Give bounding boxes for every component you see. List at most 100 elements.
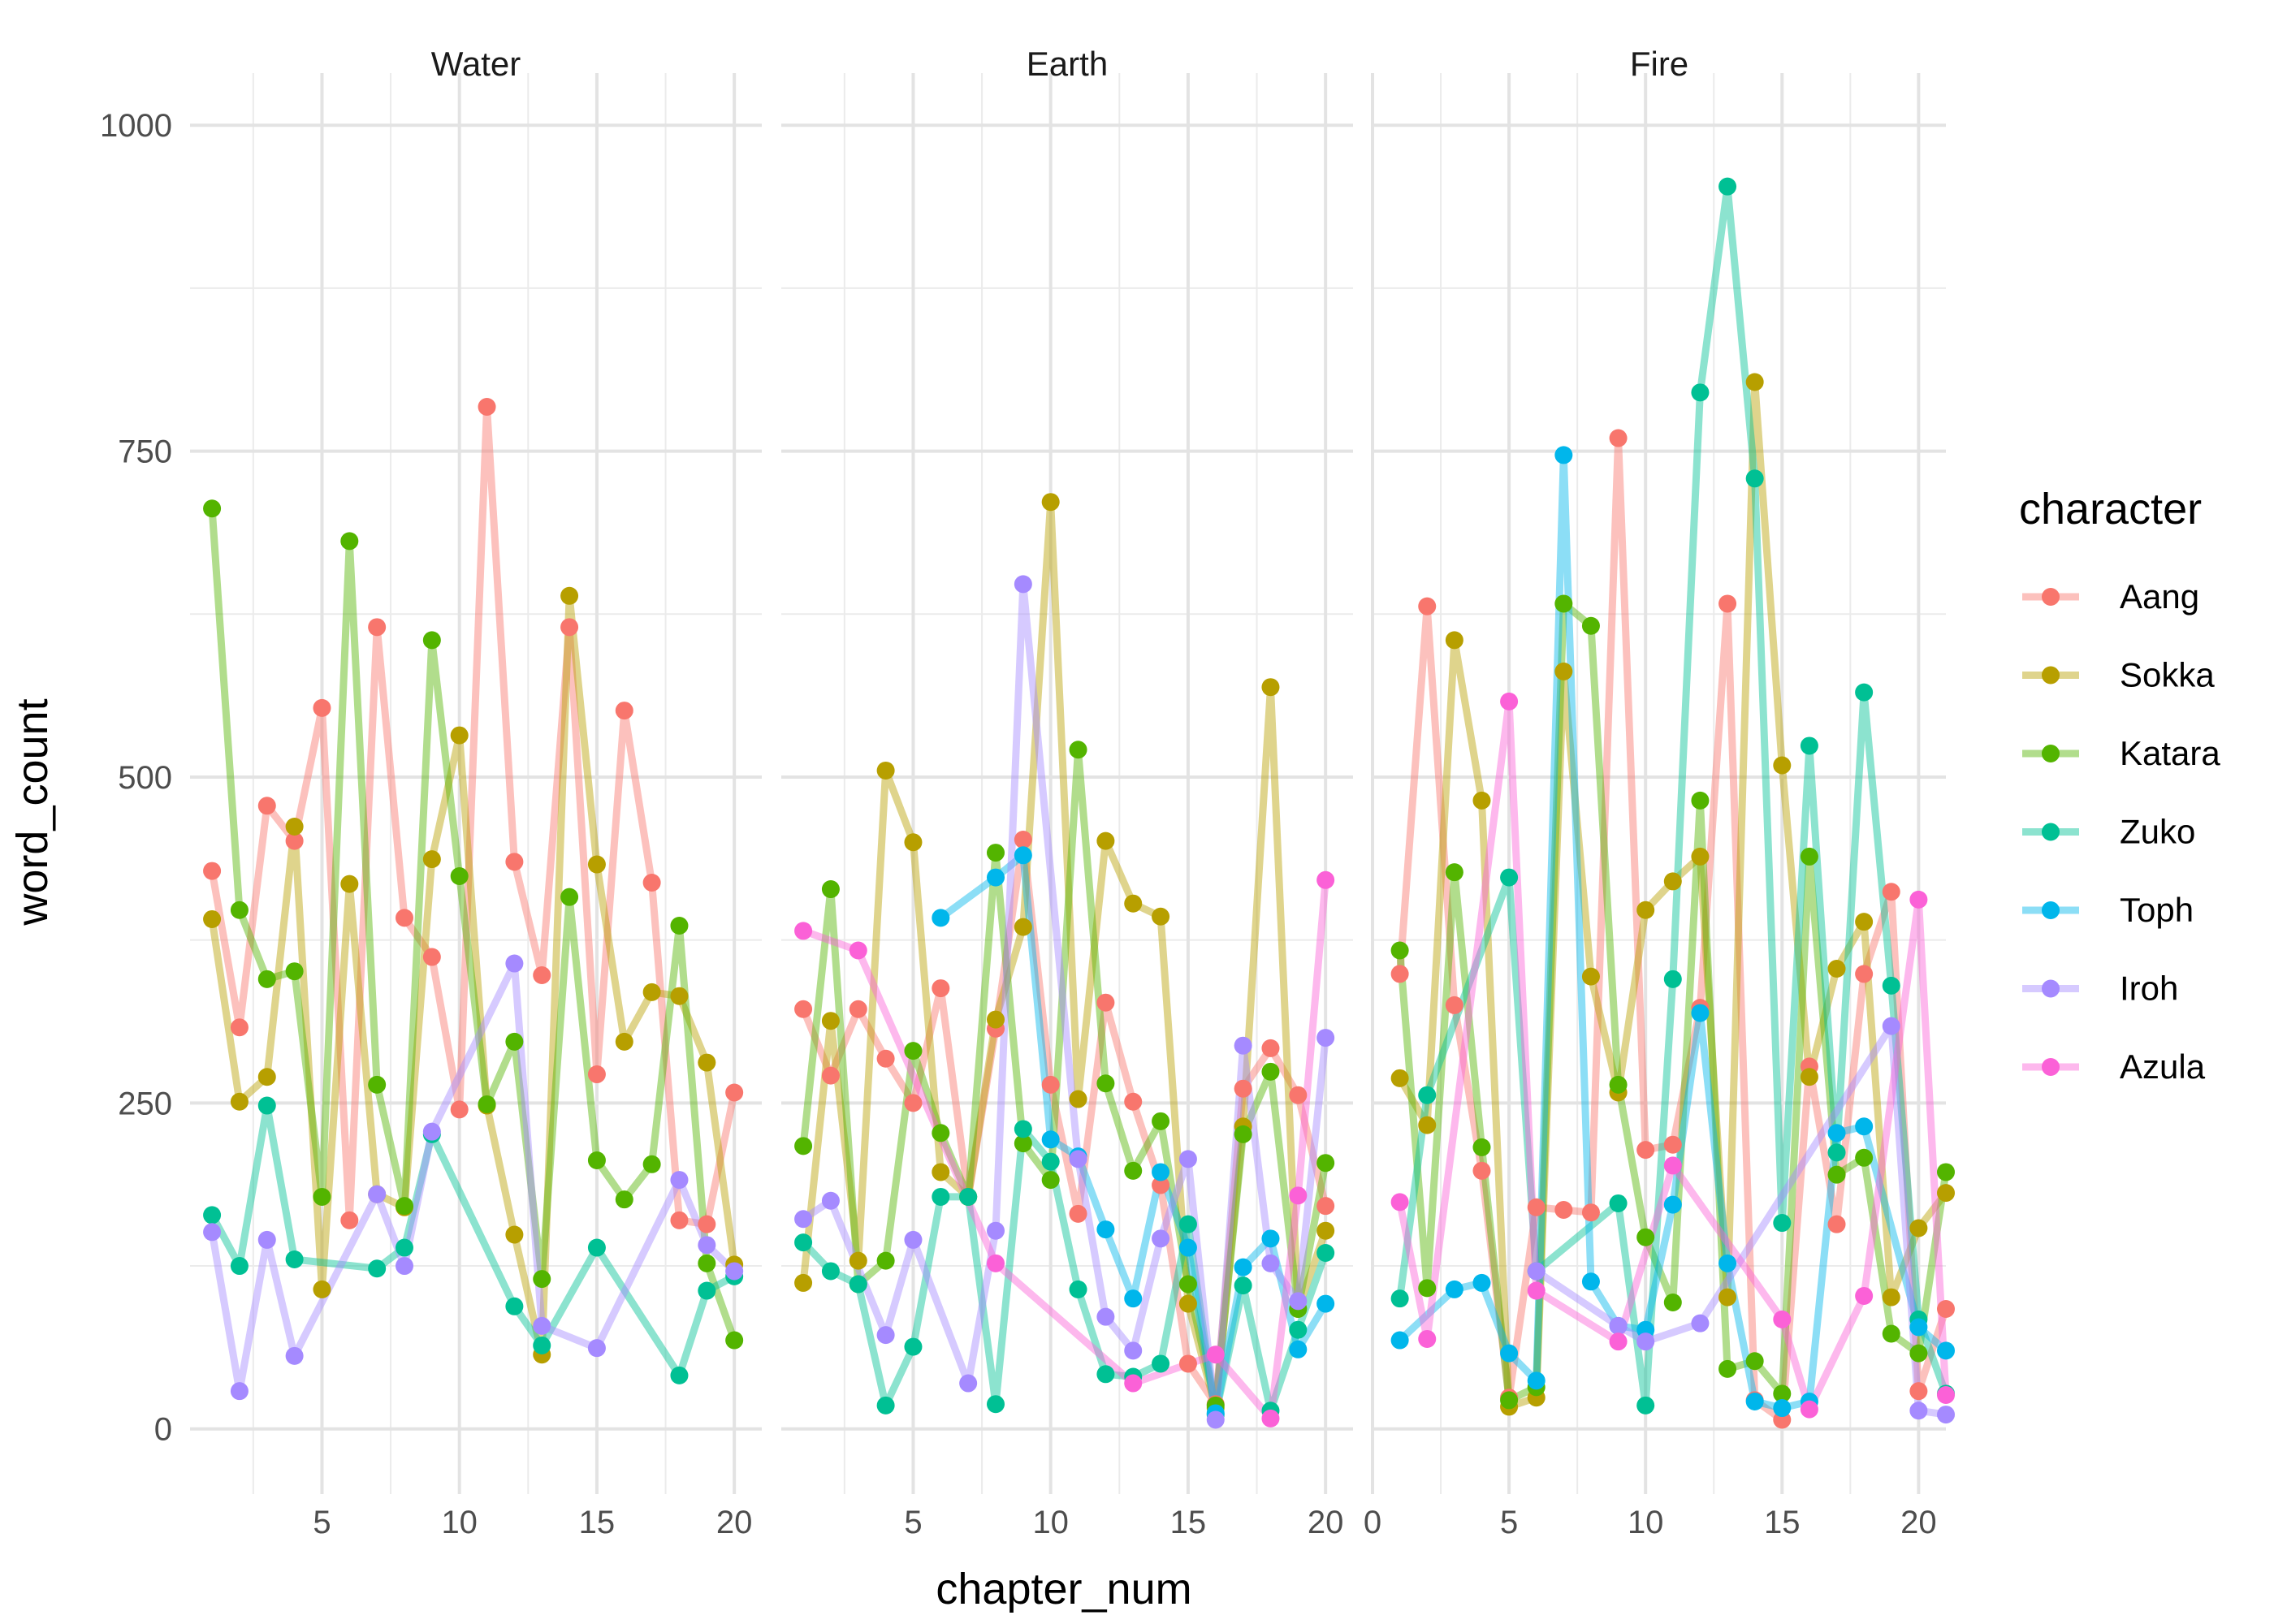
data-point-katara (1390, 941, 1409, 960)
data-point-iroh (1124, 1341, 1143, 1360)
data-point-toph (1041, 1130, 1060, 1149)
data-point-sokka (1041, 493, 1060, 512)
data-point-aang (1581, 1203, 1600, 1222)
data-point-aang (313, 698, 331, 717)
data-point-zuko (257, 1096, 276, 1115)
data-point-aang (1096, 993, 1115, 1012)
data-point-aang (1554, 1201, 1573, 1219)
series-line-iroh (208, 960, 738, 1395)
data-point-katara (876, 1251, 895, 1270)
data-point-zuko (1882, 976, 1900, 995)
data-point-aang (1152, 1176, 1170, 1194)
data-point-zuko (1152, 1354, 1170, 1373)
data-point-azula (1527, 1281, 1546, 1300)
data-point-sokka (932, 1163, 950, 1181)
legend-label: Iroh (2120, 970, 2178, 1008)
data-point-aang (1418, 597, 1437, 615)
y-tick-label: 500 (118, 760, 172, 796)
data-point-azula (1773, 1310, 1792, 1328)
data-point-katara (1178, 1275, 1197, 1294)
legend-label: Toph (2120, 891, 2194, 929)
data-point-iroh (396, 1257, 413, 1276)
data-point-katara (368, 1075, 387, 1094)
data-point-azula (1609, 1332, 1628, 1351)
legend-item-aang: Aang (2022, 577, 2199, 615)
data-point-zuko (587, 1238, 606, 1257)
y-tick-label: 0 (154, 1412, 172, 1448)
legend-point-swatch (2042, 979, 2060, 998)
data-point-sokka (450, 726, 469, 745)
x-tick-label: 20 (1900, 1505, 1937, 1540)
data-point-zuko (368, 1259, 387, 1278)
data-point-toph (1554, 446, 1573, 464)
data-point-katara (230, 901, 249, 919)
data-point-iroh (821, 1191, 840, 1210)
data-point-zuko (932, 1187, 950, 1206)
data-point-katara (1445, 863, 1463, 882)
data-point-zuko (959, 1187, 978, 1206)
data-point-azula (1937, 1385, 1955, 1404)
data-point-iroh (533, 1316, 551, 1335)
data-point-katara (1096, 1074, 1115, 1093)
data-point-zuko (285, 1250, 304, 1269)
data-point-katara (1882, 1324, 1900, 1343)
data-point-toph (1855, 1117, 1874, 1136)
data-point-sokka (1855, 913, 1874, 931)
data-point-zuko (1069, 1280, 1087, 1298)
data-point-katara (1069, 741, 1087, 759)
data-point-aang (560, 618, 579, 637)
data-point-sokka (1069, 1090, 1087, 1108)
data-point-katara (1554, 594, 1573, 613)
data-point-sokka (230, 1092, 249, 1111)
data-point-zuko (1636, 1396, 1655, 1415)
data-point-zuko (1014, 1120, 1032, 1138)
data-point-zuko (1289, 1320, 1308, 1339)
data-point-katara (422, 631, 441, 650)
data-point-aang (615, 702, 633, 720)
data-point-sokka (1261, 678, 1280, 697)
data-point-iroh (1909, 1402, 1928, 1420)
data-point-aang (1261, 1039, 1280, 1057)
data-point-iroh (1261, 1254, 1280, 1272)
data-point-sokka (821, 1012, 840, 1030)
data-point-zuko (1745, 469, 1764, 488)
legend-point-swatch (2042, 823, 2060, 841)
data-point-katara (642, 1155, 661, 1173)
data-point-zuko (1418, 1086, 1437, 1104)
data-point-azula (1124, 1374, 1143, 1393)
x-tick-label: 15 (579, 1505, 616, 1540)
data-point-zuko (1500, 868, 1519, 887)
data-point-sokka (1581, 967, 1600, 986)
y-tick-label: 250 (118, 1086, 172, 1121)
data-point-toph (1390, 1331, 1409, 1350)
data-point-katara (670, 917, 689, 935)
panel-title: Water (431, 45, 521, 83)
data-point-iroh (1316, 1029, 1335, 1047)
data-point-azula (1206, 1345, 1225, 1364)
data-point-azula (1855, 1286, 1874, 1305)
data-point-aang (478, 398, 496, 417)
x-tick-label: 20 (1308, 1505, 1344, 1540)
data-point-sokka (1014, 918, 1032, 936)
data-point-zuko (1096, 1365, 1115, 1384)
data-point-katara (1609, 1075, 1628, 1094)
data-point-sokka (670, 987, 689, 1005)
data-point-katara (533, 1270, 551, 1289)
legend-item-azula: Azula (2022, 1047, 2206, 1086)
data-point-sokka (1445, 631, 1463, 650)
data-point-sokka (1124, 894, 1143, 913)
data-point-sokka (1316, 1221, 1335, 1240)
legend-label: Aang (2120, 577, 2199, 615)
data-point-toph (1691, 1004, 1710, 1022)
data-point-aang (1472, 1161, 1491, 1180)
data-point-toph (1234, 1258, 1252, 1276)
data-point-sokka (1882, 1288, 1900, 1307)
data-point-iroh (1882, 1017, 1900, 1035)
data-point-katara (1937, 1163, 1955, 1181)
data-point-katara (1718, 1359, 1737, 1378)
data-point-sokka (642, 983, 661, 1001)
data-point-toph (1014, 846, 1032, 865)
data-point-katara (1124, 1161, 1143, 1180)
